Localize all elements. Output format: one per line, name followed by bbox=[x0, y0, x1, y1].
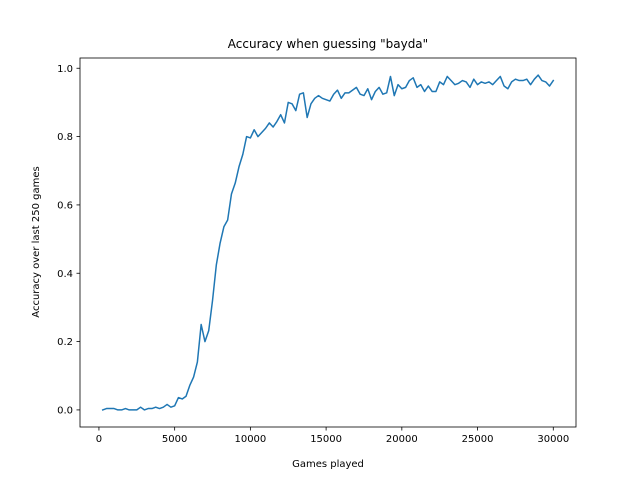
x-tick-label: 15000 bbox=[310, 434, 342, 445]
x-tick-label: 20000 bbox=[386, 434, 418, 445]
y-tick-label: 0.4 bbox=[57, 269, 73, 280]
chart-title: Accuracy when guessing "bayda" bbox=[228, 37, 428, 51]
axes-frame bbox=[79, 57, 577, 428]
x-tick-label: 30000 bbox=[537, 434, 569, 445]
y-axis-label: Accuracy over last 250 games bbox=[31, 166, 42, 317]
y-tick-label: 0.8 bbox=[57, 132, 73, 143]
y-tick-label: 0.2 bbox=[57, 337, 73, 348]
y-tick-label: 0.0 bbox=[57, 405, 73, 416]
x-tick-label: 25000 bbox=[462, 434, 494, 445]
series-line-0 bbox=[101, 74, 555, 411]
x-tick-label: 0 bbox=[96, 434, 102, 445]
x-tick-label: 5000 bbox=[162, 434, 187, 445]
y-tick-label: 1.0 bbox=[57, 64, 73, 75]
x-axis-label: Games played bbox=[292, 459, 364, 470]
plot-area: 0 5000 10000 15000 20000 25000 30000 0.0 0.2 0.4 0… bbox=[57, 57, 577, 445]
y-tick-label: 0.6 bbox=[57, 200, 73, 211]
x-tick-label: 10000 bbox=[234, 434, 266, 445]
